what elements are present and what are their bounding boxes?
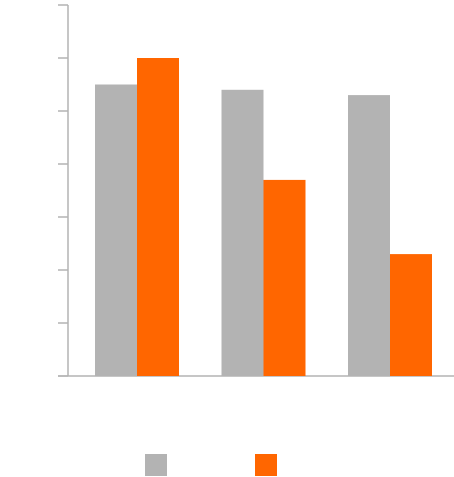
legend-swatch-series1 [145, 454, 167, 476]
bars [95, 58, 432, 377]
bar-series1-category2 [221, 89, 264, 377]
legend-swatch-series2 [255, 454, 277, 476]
legend [145, 454, 277, 476]
bar-series1-category3 [348, 95, 390, 376]
bar-series2-category3 [390, 254, 432, 376]
bar-series2-category2 [263, 179, 306, 376]
bar-series2-category1 [137, 58, 179, 376]
bar-series1-category1 [95, 84, 137, 376]
